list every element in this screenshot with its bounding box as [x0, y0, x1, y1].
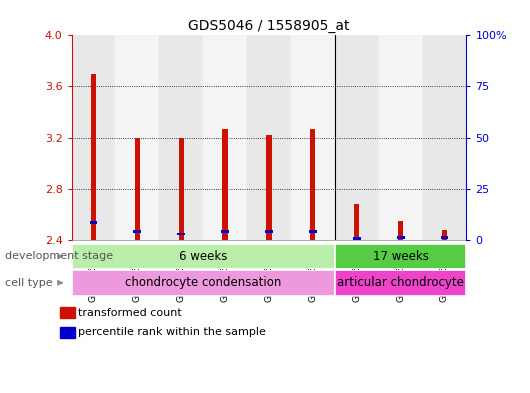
Bar: [135, 138, 140, 240]
Bar: [72, 35, 116, 240]
Bar: [247, 35, 291, 240]
Bar: [221, 230, 229, 233]
Bar: [72, 244, 335, 269]
Text: articular chondrocyte: articular chondrocyte: [337, 276, 464, 289]
Bar: [309, 230, 317, 233]
Bar: [354, 204, 359, 240]
Bar: [90, 221, 98, 224]
Bar: [353, 237, 361, 240]
Bar: [335, 35, 378, 240]
Bar: [160, 35, 203, 240]
Text: development stage: development stage: [5, 252, 113, 261]
Title: GDS5046 / 1558905_at: GDS5046 / 1558905_at: [188, 19, 350, 33]
Text: chondrocyte condensation: chondrocyte condensation: [125, 276, 281, 289]
Bar: [179, 138, 184, 240]
Bar: [291, 35, 335, 240]
Bar: [267, 135, 271, 240]
Bar: [442, 230, 447, 240]
Bar: [310, 129, 315, 240]
Bar: [203, 35, 247, 240]
Bar: [440, 236, 448, 239]
Text: percentile rank within the sample: percentile rank within the sample: [78, 327, 266, 338]
Bar: [265, 230, 273, 233]
Bar: [134, 230, 142, 233]
Bar: [335, 244, 466, 269]
Bar: [398, 220, 403, 240]
Bar: [335, 270, 466, 296]
Bar: [91, 73, 96, 240]
Bar: [60, 307, 75, 318]
Bar: [223, 129, 228, 240]
Bar: [116, 35, 160, 240]
Bar: [72, 270, 335, 296]
Text: 17 weeks: 17 weeks: [373, 250, 429, 263]
Text: 6 weeks: 6 weeks: [179, 250, 227, 263]
Text: cell type: cell type: [5, 278, 53, 288]
Bar: [378, 35, 422, 240]
Text: transformed count: transformed count: [78, 308, 182, 318]
Bar: [422, 35, 466, 240]
Bar: [177, 233, 185, 235]
Bar: [396, 236, 404, 239]
Bar: [60, 327, 75, 338]
